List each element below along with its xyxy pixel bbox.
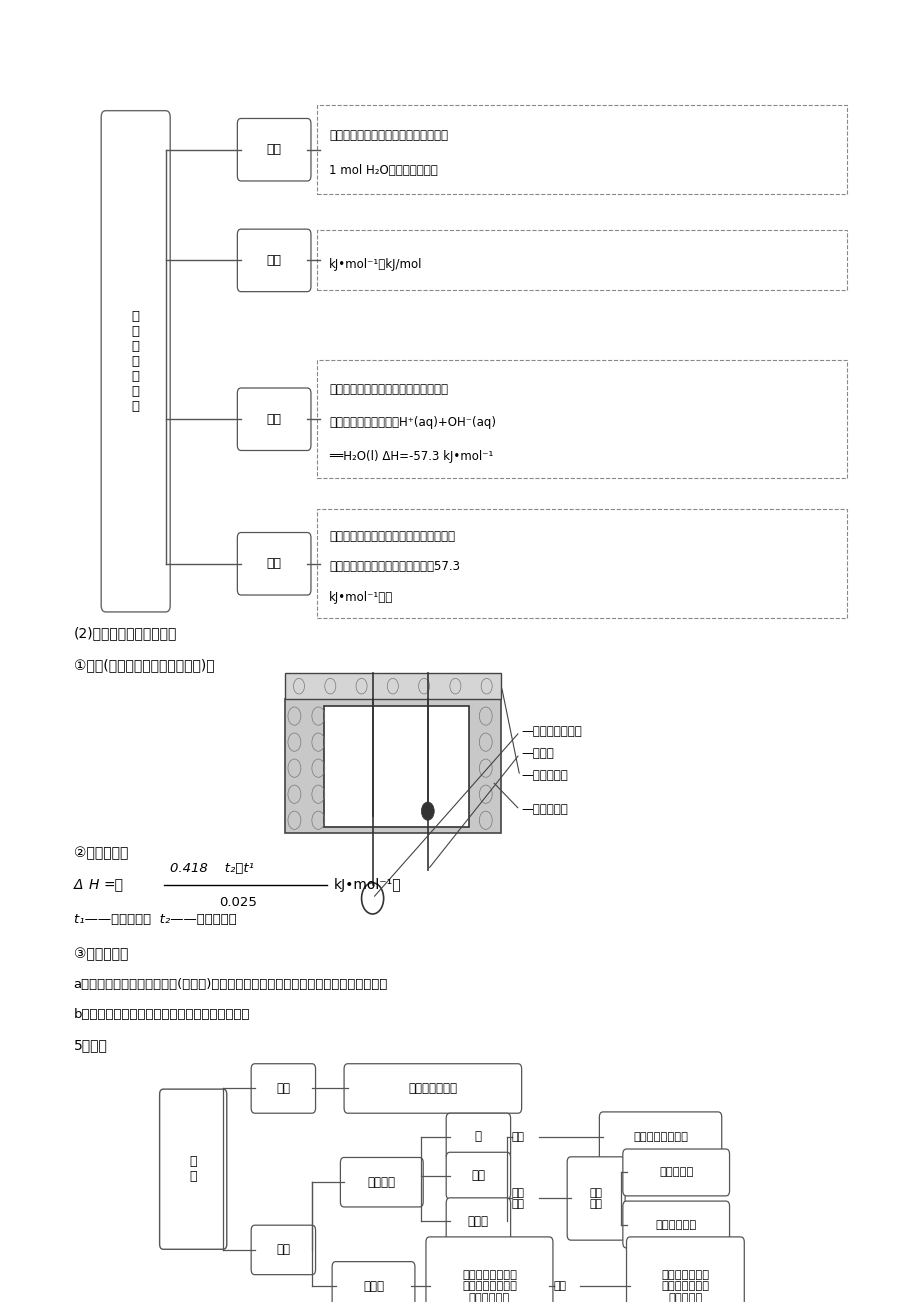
Text: —温度计: —温度计: [521, 747, 554, 760]
Text: ①装置(请在横线上填写仪器名称)：: ①装置(请在横线上填写仪器名称)：: [74, 659, 214, 672]
Text: 中
和
反
应
反
应
热: 中 和 反 应 反 应 热: [131, 310, 140, 413]
Text: 特点: 特点: [511, 1131, 524, 1142]
Bar: [285, 673, 501, 699]
Text: 概念: 概念: [276, 1082, 290, 1095]
Text: 太阳能、氢能、风
能、地热能、海洋
能、生物质能: 太阳能、氢能、风 能、地热能、海洋 能、生物质能: [461, 1269, 516, 1302]
Circle shape: [421, 802, 434, 820]
FancyBboxPatch shape: [622, 1200, 729, 1247]
Text: a．泡沫塑料板和碎泡沫塑料(或纸条)的作用是保温隔热，减少实验过程中的热量损失。: a．泡沫塑料板和碎泡沫塑料(或纸条)的作用是保温隔热，减少实验过程中的热量损失。: [74, 978, 388, 991]
Text: 1 mol H₂O时所放出的热量: 1 mol H₂O时所放出的热量: [329, 164, 437, 177]
FancyBboxPatch shape: [332, 1262, 414, 1302]
FancyBboxPatch shape: [101, 111, 170, 612]
Text: 天然气: 天然气: [468, 1215, 488, 1228]
Text: t₁——起始温度，  t₂——终止温度。: t₁——起始温度， t₂——终止温度。: [74, 913, 236, 926]
Text: 属于不可再生能源: 属于不可再生能源: [632, 1131, 687, 1142]
Text: —碎泡沫塑料: —碎泡沫塑料: [521, 803, 568, 816]
Text: b．为保证酸完全中和采取的措施是使煸稍过量。: b．为保证酸完全中和采取的措施是使煸稍过量。: [74, 1008, 250, 1021]
Text: ③注意事项：: ③注意事项：: [74, 948, 128, 961]
Text: 优点: 优点: [553, 1281, 566, 1292]
Text: Δ: Δ: [74, 879, 83, 892]
Text: 解决
办法: 解决 办法: [511, 1187, 524, 1210]
FancyBboxPatch shape: [446, 1198, 510, 1245]
FancyBboxPatch shape: [340, 1157, 423, 1207]
Bar: [285, 699, 501, 833]
Text: 开源
节流: 开源 节流: [589, 1187, 602, 1210]
Bar: [323, 706, 469, 827]
Text: ══H₂O(l) ΔH=-57.3 kJ•mol⁻¹: ══H₂O(l) ΔH=-57.3 kJ•mol⁻¹: [329, 449, 494, 462]
FancyBboxPatch shape: [317, 105, 846, 194]
FancyBboxPatch shape: [317, 509, 846, 618]
FancyBboxPatch shape: [566, 1156, 625, 1240]
Text: 0.418    t₂－t¹: 0.418 t₂－t¹: [170, 862, 254, 875]
Text: —环形玻璃搞拌棒: —环形玻璃搞拌棒: [521, 725, 582, 738]
FancyBboxPatch shape: [622, 1148, 729, 1195]
Text: 0.025: 0.025: [219, 896, 256, 909]
Text: 必须是强酸和强煸的稀溶液。弱酸、弱煸: 必须是强酸和强煸的稀溶液。弱酸、弱煸: [329, 530, 455, 543]
Text: (2)中和反应反应热的测定: (2)中和反应反应热的测定: [74, 626, 176, 639]
Text: ②计算公式：: ②计算公式：: [74, 846, 128, 859]
Text: 化石燃料: 化石燃料: [368, 1176, 395, 1189]
FancyBboxPatch shape: [160, 1088, 227, 1250]
FancyBboxPatch shape: [237, 533, 311, 595]
Text: 煎: 煎: [474, 1130, 482, 1143]
FancyBboxPatch shape: [317, 230, 846, 290]
Text: kJ•mol⁻¹或kJ/mol: kJ•mol⁻¹或kJ/mol: [329, 258, 423, 271]
FancyBboxPatch shape: [446, 1113, 510, 1160]
Text: kJ•mol⁻¹要小: kJ•mol⁻¹要小: [329, 591, 393, 604]
Text: 热化学方程式可表示为H⁺(aq)+OH⁻(aq): 热化学方程式可表示为H⁺(aq)+OH⁻(aq): [329, 417, 496, 430]
Text: 5．能源: 5．能源: [74, 1039, 108, 1052]
Text: 石油: 石油: [471, 1169, 485, 1182]
FancyBboxPatch shape: [344, 1064, 521, 1113]
FancyBboxPatch shape: [237, 118, 311, 181]
Text: 表示: 表示: [267, 413, 281, 426]
FancyBboxPatch shape: [251, 1064, 315, 1113]
Text: —泡沫塑料板: —泡沫塑料板: [521, 769, 568, 783]
Text: 资源丰富，没有
或很少污染，属
可再生能源: 资源丰富，没有 或很少污染，属 可再生能源: [661, 1269, 709, 1302]
FancyBboxPatch shape: [425, 1237, 552, 1302]
FancyBboxPatch shape: [251, 1225, 315, 1275]
Text: 开发新能源: 开发新能源: [658, 1168, 693, 1177]
Text: kJ•mol⁻¹。: kJ•mol⁻¹。: [334, 879, 402, 892]
Text: 电离时需消耗能量，因此中和热比57.3: 电离时需消耗能量，因此中和热比57.3: [329, 560, 460, 573]
Text: =－: =－: [103, 879, 123, 892]
FancyBboxPatch shape: [237, 229, 311, 292]
FancyBboxPatch shape: [446, 1152, 510, 1199]
FancyBboxPatch shape: [237, 388, 311, 450]
Text: H: H: [88, 879, 98, 892]
FancyBboxPatch shape: [626, 1237, 743, 1302]
Text: 节约现有能源: 节约现有能源: [655, 1220, 696, 1229]
FancyBboxPatch shape: [317, 359, 846, 478]
FancyBboxPatch shape: [599, 1112, 721, 1161]
Text: 分类: 分类: [276, 1243, 290, 1256]
Text: 新能源: 新能源: [363, 1280, 383, 1293]
Text: 在稀溶液中，酸和煸发生中和反应生成: 在稀溶液中，酸和煸发生中和反应生成: [329, 129, 448, 142]
Text: 概念: 概念: [267, 143, 281, 156]
Text: 提供能量的资源: 提供能量的资源: [408, 1082, 457, 1095]
Text: 注意: 注意: [267, 557, 281, 570]
Text: 单位: 单位: [267, 254, 281, 267]
Text: 强酸和强煸反应的中和热基本上相等，: 强酸和强煸反应的中和热基本上相等，: [329, 383, 448, 396]
Text: 能
源: 能 源: [189, 1155, 197, 1184]
